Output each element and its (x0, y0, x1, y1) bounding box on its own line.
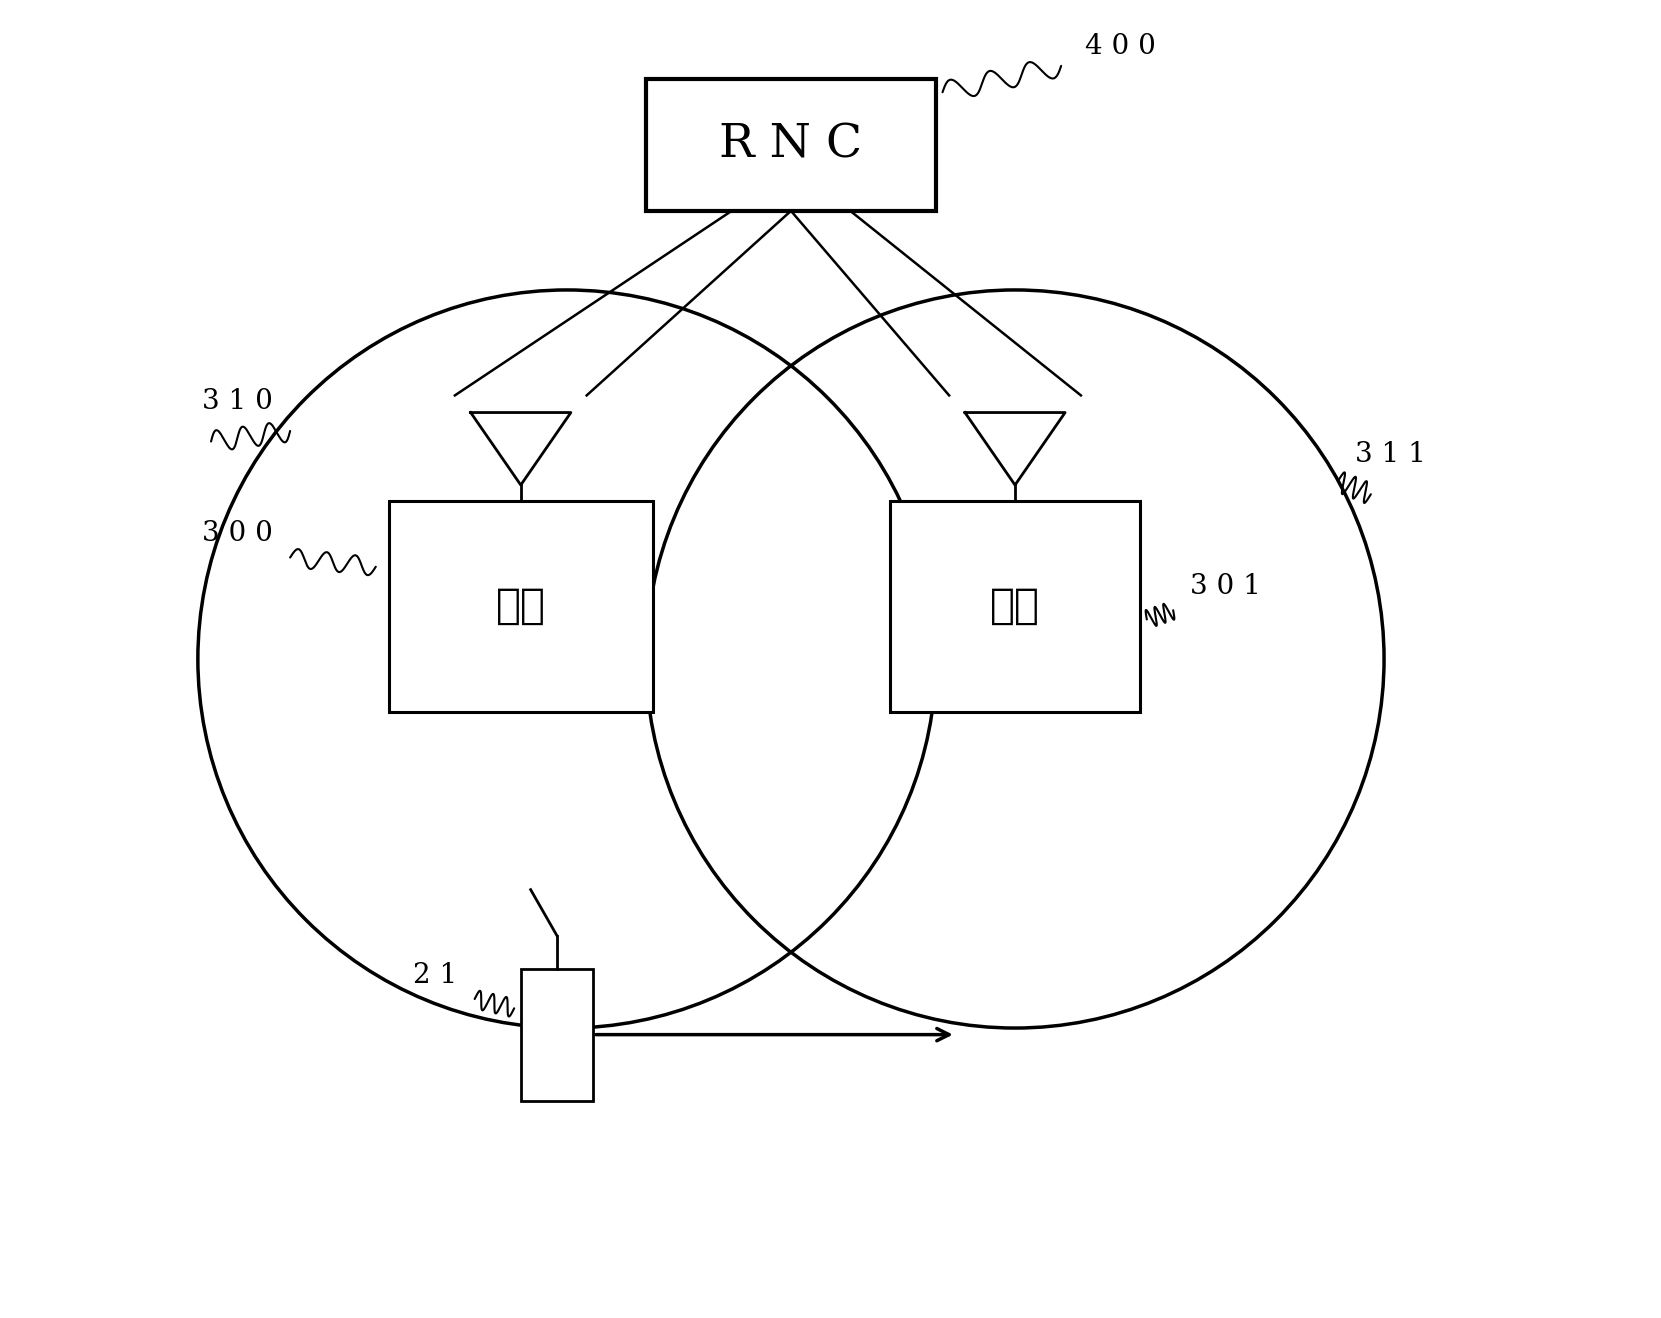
Text: R N C: R N C (719, 123, 862, 167)
Text: 4 0 0: 4 0 0 (1085, 33, 1156, 59)
Text: 3 1 0: 3 1 0 (203, 389, 272, 415)
Bar (890, 501, 1139, 712)
Text: 基站: 基站 (990, 585, 1040, 627)
Text: 3 1 1: 3 1 1 (1355, 442, 1427, 468)
Text: 2 1: 2 1 (414, 962, 457, 988)
Bar (522, 969, 593, 1101)
Text: 基站: 基站 (495, 585, 546, 627)
Bar (646, 79, 935, 211)
Text: 3 0 0: 3 0 0 (203, 521, 272, 547)
Text: 3 0 1: 3 0 1 (1191, 573, 1261, 600)
Bar (389, 501, 653, 712)
